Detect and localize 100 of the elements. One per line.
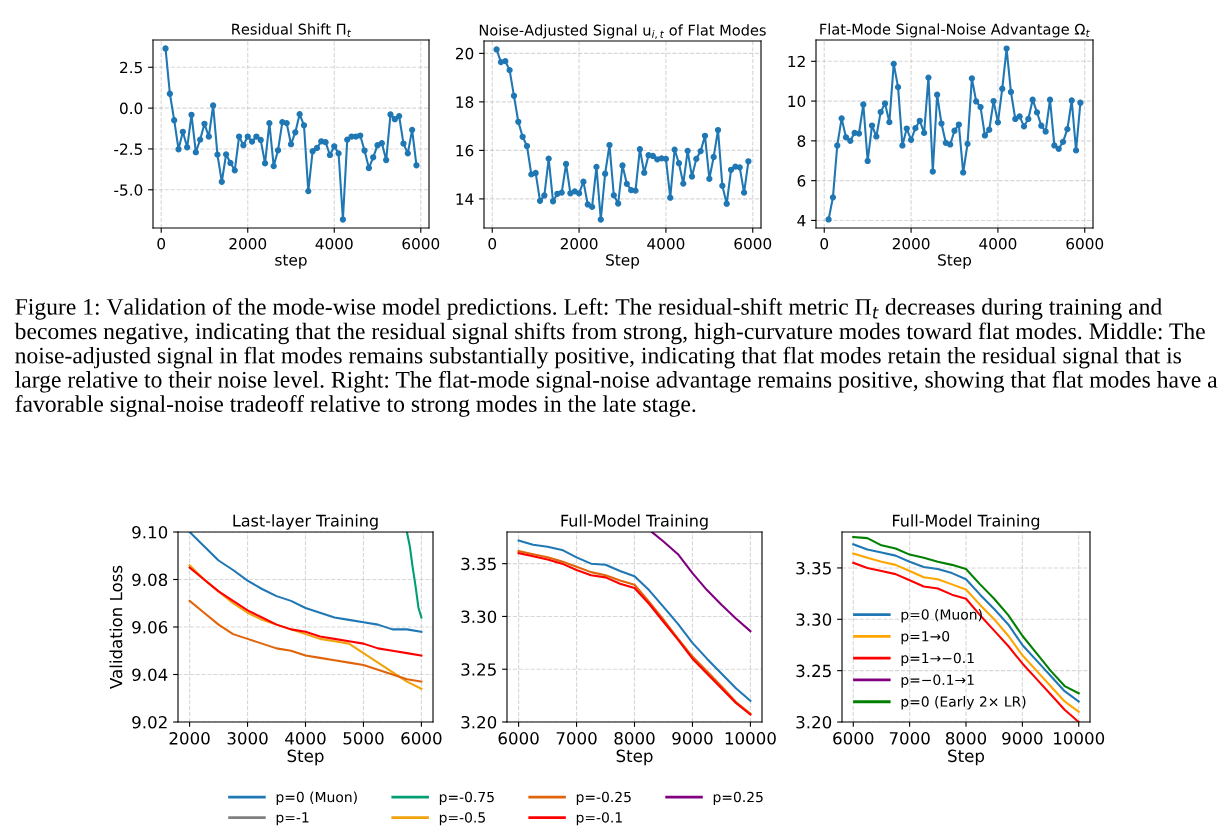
point (374, 142, 381, 149)
point (201, 120, 208, 127)
point (536, 197, 544, 204)
point (610, 192, 617, 199)
y-tick-label: 8 (797, 135, 806, 147)
point (296, 111, 303, 118)
legend-label: p=-1 (276, 812, 309, 826)
point (688, 173, 696, 180)
point (528, 171, 535, 178)
y-tick-label: 16 (456, 144, 474, 157)
y-tick-label: 6 (797, 175, 806, 187)
legend-label: p=0 (Muon) (901, 608, 982, 623)
point (847, 137, 854, 144)
y-tick-label: -5.0 (114, 184, 143, 196)
point (545, 155, 552, 162)
point (701, 132, 709, 139)
point (955, 121, 962, 128)
point (378, 140, 385, 147)
point (227, 159, 234, 167)
line-series (650, 532, 752, 633)
chart-title: Flat-Mode Signal-Noise Advantage Ω$_{t}$ (820, 23, 1090, 38)
point (973, 98, 980, 105)
y-tick-label: 10 (788, 95, 806, 108)
y-tick-label: 3.35 (461, 557, 496, 571)
point (903, 125, 910, 132)
point (575, 190, 583, 197)
point (510, 92, 518, 99)
point (641, 169, 648, 176)
y-tick-label: 9.02 (132, 715, 167, 729)
point (266, 120, 273, 127)
x-tick-label: 9000 (672, 732, 713, 745)
x-tick-label: 9000 (1002, 732, 1043, 745)
point (632, 187, 639, 194)
x-tick-label: 4000 (647, 237, 685, 250)
line-series (188, 566, 423, 657)
y-tick-label: 12 (788, 55, 805, 68)
x-tick-label: 4000 (979, 237, 1017, 250)
point (322, 139, 329, 146)
x-axis-title: Step (616, 749, 653, 766)
y-tick-label: 2.5 (120, 61, 142, 74)
point (1038, 122, 1045, 129)
point (697, 147, 704, 155)
point (912, 125, 919, 132)
y-tick-label: 14 (456, 193, 474, 205)
point (257, 136, 264, 144)
point (868, 122, 876, 129)
point (981, 132, 989, 139)
point (396, 112, 403, 120)
point (409, 126, 416, 133)
y-tick-label: 3.25 (461, 663, 496, 676)
point (899, 142, 906, 149)
point (662, 155, 670, 163)
point (860, 101, 867, 108)
y-tick-label: 9.04 (132, 668, 168, 682)
point (736, 164, 743, 171)
y-axis-title: Validation Loss (109, 565, 123, 689)
point (309, 148, 316, 155)
point (693, 155, 700, 163)
chart-title: Residual Shift Π$_{t}$ (232, 23, 352, 37)
point (727, 166, 735, 173)
legend-label: p=0.25 (713, 791, 763, 805)
x-tick-label: 6000 (833, 732, 874, 745)
point (523, 142, 531, 150)
point (723, 200, 730, 207)
point (881, 100, 889, 107)
point (240, 142, 247, 149)
point (947, 141, 954, 148)
point (680, 180, 687, 187)
point (214, 151, 221, 158)
x-tick-label: 2000 (169, 732, 210, 745)
chart-title: Full-Model Training (561, 514, 708, 530)
point (184, 144, 191, 151)
point (877, 108, 884, 116)
point (162, 45, 169, 52)
point (558, 189, 565, 196)
point (864, 157, 871, 165)
point (938, 120, 945, 127)
point (554, 190, 561, 197)
point (855, 130, 863, 137)
y-tick-label: 9.10 (132, 525, 168, 539)
point (331, 143, 338, 150)
point (825, 216, 832, 223)
point (623, 180, 630, 187)
x-tick-label: 10000 (1054, 732, 1105, 745)
point (1051, 142, 1058, 149)
point (413, 162, 420, 169)
point (305, 187, 312, 195)
point (894, 84, 902, 91)
y-tick-label: 4 (797, 215, 806, 227)
point (999, 85, 1006, 92)
point (404, 150, 411, 157)
x-tick-label: 6000 (498, 732, 539, 745)
point (714, 126, 722, 134)
point (519, 133, 526, 140)
point (719, 182, 726, 189)
point (968, 75, 975, 82)
point (562, 160, 570, 168)
point (231, 167, 238, 174)
point (580, 178, 587, 185)
legend-label: p=0 (Muon) (276, 791, 357, 805)
